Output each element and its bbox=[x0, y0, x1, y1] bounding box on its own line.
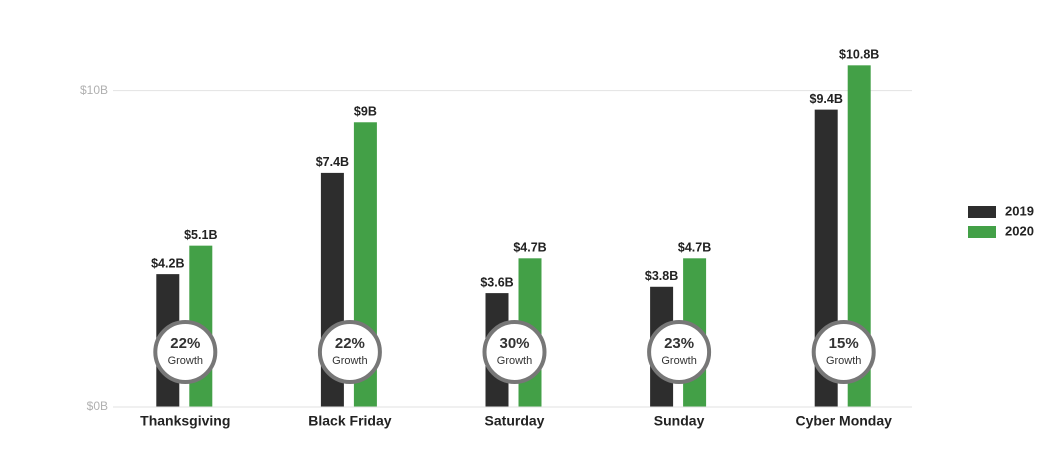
value-label: $5.1B bbox=[184, 228, 217, 242]
legend-swatch bbox=[968, 206, 996, 218]
growth-percent: 23% bbox=[664, 335, 694, 352]
growth-badge bbox=[811, 320, 876, 384]
growth-label: Growth bbox=[168, 355, 203, 367]
growth-label: Growth bbox=[332, 355, 367, 367]
growth-percent: 22% bbox=[335, 335, 365, 352]
x-tick-label: Saturday bbox=[485, 413, 545, 429]
value-label: $4.2B bbox=[151, 256, 184, 270]
value-label: $3.6B bbox=[480, 275, 513, 289]
value-label: $7.4B bbox=[316, 155, 349, 169]
growth-badge bbox=[482, 320, 547, 384]
x-tick-label: Black Friday bbox=[308, 413, 391, 429]
value-label: $9B bbox=[354, 105, 377, 119]
value-label: $9.4B bbox=[810, 92, 843, 106]
growth-percent: 22% bbox=[170, 335, 200, 352]
value-label: $4.7B bbox=[513, 241, 546, 255]
x-tick-label: Sunday bbox=[654, 413, 705, 429]
x-tick-label: Thanksgiving bbox=[140, 413, 230, 429]
growth-percent: 30% bbox=[499, 335, 529, 352]
growth-badge bbox=[317, 320, 382, 384]
growth-label: Growth bbox=[826, 355, 861, 367]
growth-badge bbox=[153, 320, 218, 384]
x-tick-label: Cyber Monday bbox=[795, 413, 892, 429]
legend-label: 2020 bbox=[1005, 223, 1034, 238]
value-label: $10.8B bbox=[839, 48, 879, 62]
growth-label: Growth bbox=[661, 355, 696, 367]
value-label: $3.8B bbox=[645, 269, 678, 283]
growth-label: Growth bbox=[497, 355, 532, 367]
legend-label: 2019 bbox=[1005, 203, 1034, 218]
y-tick-label: $0B bbox=[87, 399, 108, 413]
y-tick-label: $10B bbox=[80, 83, 108, 97]
growth-badge bbox=[647, 320, 712, 384]
growth-percent: 15% bbox=[829, 335, 859, 352]
legend-swatch bbox=[968, 226, 996, 238]
value-label: $4.7B bbox=[678, 241, 711, 255]
